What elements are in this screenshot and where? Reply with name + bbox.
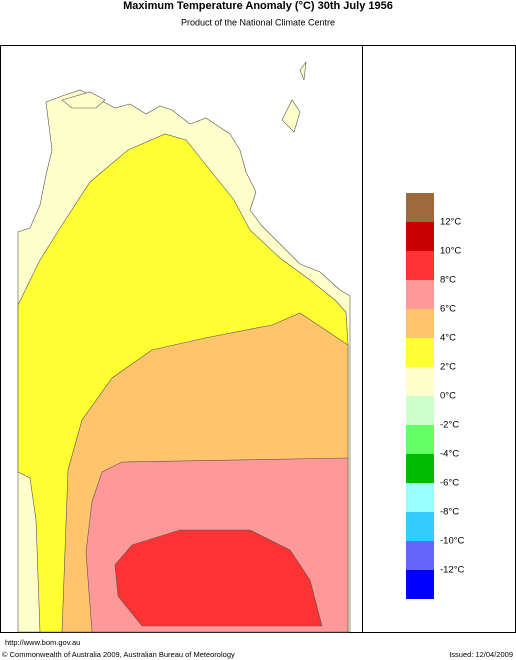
- legend-label: -2°C: [440, 420, 459, 431]
- legend-swatch: [406, 541, 434, 570]
- island: [299, 60, 307, 81]
- legend-label: 6°C: [440, 304, 456, 315]
- legend-swatch: [406, 512, 434, 541]
- legend-label: -8°C: [440, 507, 459, 518]
- legend-swatch: [406, 570, 434, 599]
- legend-swatch: [406, 367, 434, 396]
- legend-label: -12°C: [440, 565, 465, 576]
- legend-swatch: [406, 454, 434, 483]
- legend-swatch: [406, 425, 434, 454]
- legend-label: 4°C: [440, 333, 456, 344]
- legend-swatch: [406, 396, 434, 425]
- title: Maximum Temperature Anomaly (°C) 30th Ju…: [123, 0, 393, 12]
- legend-swatch: [406, 280, 434, 309]
- map: [17, 60, 351, 633]
- issued-date: Issued: 12/04/2009: [449, 650, 513, 659]
- legend-swatch: [406, 222, 434, 251]
- legend-swatch: [406, 309, 434, 338]
- legend-label: -10°C: [440, 536, 465, 547]
- region-8-10: [114, 529, 323, 627]
- legend-swatch: [406, 193, 434, 222]
- legend-label: 0°C: [440, 391, 456, 402]
- legend-label: 8°C: [440, 275, 456, 286]
- island: [281, 99, 301, 133]
- copyright: © Commonwealth of Australia 2009, Austra…: [2, 650, 235, 659]
- subtitle: Product of the National Climate Centre: [181, 17, 335, 27]
- legend-label: 10°C: [440, 246, 461, 257]
- legend-swatch: [406, 251, 434, 280]
- legend-swatch: [406, 483, 434, 512]
- legend-label: 2°C: [440, 362, 456, 373]
- island: [61, 91, 106, 109]
- legend-label: 12°C: [440, 217, 461, 228]
- legend-label: -6°C: [440, 478, 459, 489]
- legend: 12°C 10°C 8°C 6°C 4°C 2°C 0°C -2°C -4°C -6°C -8°C -…: [406, 193, 465, 599]
- legend-swatch: [406, 338, 434, 367]
- source-url: http://www.bom.gov.au: [5, 638, 80, 647]
- legend-label: -4°C: [440, 449, 459, 460]
